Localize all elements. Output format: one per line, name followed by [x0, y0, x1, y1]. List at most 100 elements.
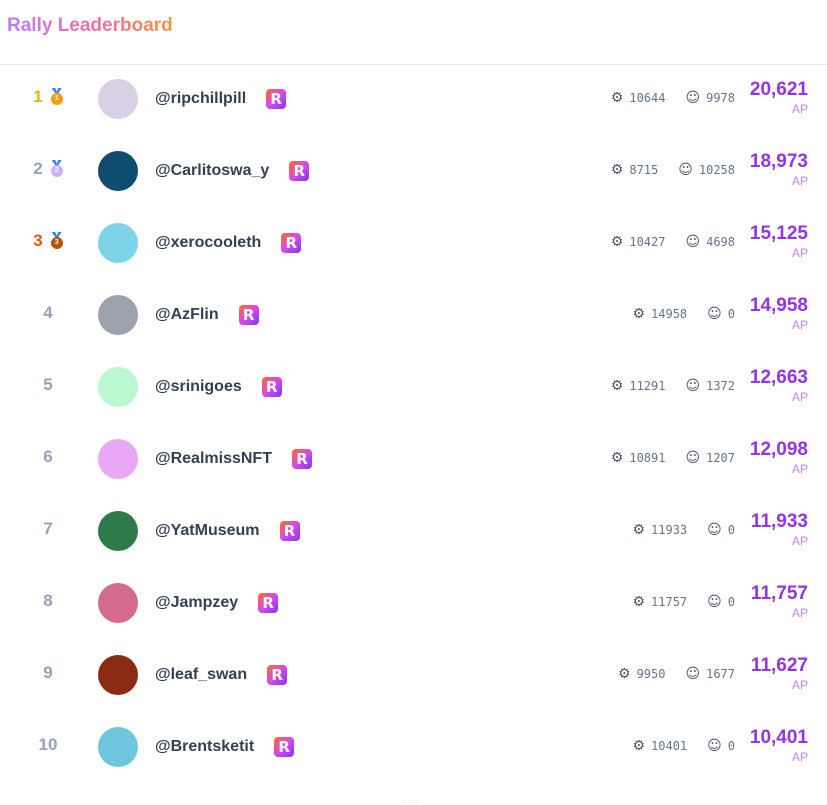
- stat-1: 11757: [651, 595, 688, 609]
- points-value: 12,663: [749, 367, 808, 388]
- points: 11,933 AP: [751, 511, 808, 549]
- user-handle[interactable]: @srinigoes R: [155, 377, 282, 397]
- user-handle[interactable]: @Carlitoswa_y R: [155, 161, 310, 181]
- avatar[interactable]: [98, 151, 138, 191]
- rank-number: 7: [43, 519, 53, 538]
- brain-icon: ⚙: [632, 594, 646, 610]
- brain-icon: ⚙: [632, 522, 646, 538]
- stat-1: 8715: [629, 163, 659, 177]
- rank: 1 1: [26, 87, 70, 107]
- avatar[interactable]: [98, 727, 138, 767]
- brain-icon: ⚙: [632, 306, 646, 322]
- leaderboard-row[interactable]: 9 @leaf_swan R ⚙ 9950 ☺ 1677 11,627 AP: [0, 639, 827, 711]
- points: 15,125 AP: [750, 223, 808, 261]
- medal-icon: 3: [50, 232, 63, 250]
- user-handle[interactable]: @YatMuseum R: [155, 521, 300, 541]
- user-stats: ⚙ 9950 ☺ 1677: [618, 666, 735, 682]
- points-value: 12,098: [749, 439, 808, 460]
- rank-number: 9: [43, 663, 53, 682]
- leaderboard-row[interactable]: 4 @AzFlin R ⚙ 14958 ☺ 0 14,958 AP: [0, 279, 827, 351]
- users-icon: ☺: [685, 666, 701, 682]
- user-stats: ⚙ 10891 ☺ 1207: [611, 450, 735, 466]
- users-icon: ☺: [707, 738, 722, 754]
- stat-2: 1677: [706, 667, 735, 681]
- stat-1: 10644: [629, 91, 666, 105]
- leaderboard-row[interactable]: 10 @Brentsketit R ⚙ 10401 ☺ 0 10,401 AP: [0, 711, 827, 783]
- users-icon: ☺: [685, 234, 701, 250]
- rank: 10: [26, 735, 70, 755]
- leaderboard-row[interactable]: 2 2 @Carlitoswa_y R ⚙ 8715 ☺ 10258 18,97…: [0, 135, 827, 207]
- points-unit: AP: [791, 102, 808, 116]
- points-unit: AP: [791, 318, 808, 332]
- leaderboard-row[interactable]: 7 @YatMuseum R ⚙ 11933 ☺ 0 11,933 AP: [0, 495, 827, 567]
- stat-1: 10891: [629, 451, 666, 465]
- user-handle[interactable]: @xerocooleth R: [155, 233, 302, 253]
- avatar[interactable]: [98, 439, 138, 479]
- user-stats: ⚙ 8715 ☺ 10258: [611, 162, 735, 178]
- points-value: 10,401: [749, 727, 808, 748]
- medal-icon: 1: [50, 88, 63, 106]
- user-handle[interactable]: @leaf_swan R: [155, 665, 288, 685]
- handle-text: @AzFlin: [155, 306, 219, 323]
- points: 20,621 AP: [750, 79, 808, 117]
- rank: 3 3: [26, 231, 70, 251]
- handle-text: @RealmissNFT: [155, 450, 272, 467]
- leaderboard-row[interactable]: 8 @Jampzey R ⚙ 11757 ☺ 0 11,757 AP: [0, 567, 827, 639]
- rank: 4: [26, 303, 70, 323]
- points-unit: AP: [791, 678, 808, 692]
- user-handle[interactable]: @Jampzey R: [155, 593, 279, 613]
- avatar[interactable]: [98, 511, 138, 551]
- points-unit: AP: [791, 534, 808, 548]
- rally-r-icon: R: [274, 737, 295, 757]
- stat-1: 11933: [651, 523, 688, 537]
- leaderboard-row[interactable]: 3 3 @xerocooleth R ⚙ 10427 ☺ 4698 15,125…: [0, 207, 827, 279]
- points: 10,401 AP: [750, 727, 808, 765]
- brain-icon: ⚙: [610, 378, 624, 394]
- rank-number: 8: [43, 591, 53, 610]
- rank-number: 3: [33, 231, 43, 250]
- rally-r-icon: R: [289, 161, 310, 181]
- user-stats: ⚙ 10401 ☺ 0: [632, 738, 735, 754]
- stat-1: 11291: [629, 379, 666, 393]
- avatar[interactable]: [98, 583, 138, 623]
- rank: 8: [26, 591, 70, 611]
- points-unit: AP: [791, 606, 808, 620]
- avatar[interactable]: [98, 367, 138, 407]
- points: 11,757 AP: [751, 583, 808, 621]
- points-unit: AP: [791, 390, 808, 404]
- users-icon: ☺: [678, 162, 693, 178]
- stat-1: 9950: [636, 667, 666, 681]
- rank: 2 2: [26, 159, 70, 179]
- medal-icon: 2: [50, 160, 63, 178]
- points: 18,973 AP: [750, 151, 808, 189]
- user-handle[interactable]: @ripchillpill R: [155, 89, 287, 109]
- points-value: 11,933: [750, 511, 808, 532]
- more-indicator[interactable]: ...: [403, 794, 421, 805]
- user-handle[interactable]: @Brentsketit R: [155, 737, 295, 757]
- brain-icon: ⚙: [632, 738, 646, 754]
- user-handle[interactable]: @RealmissNFT R: [155, 449, 312, 469]
- points-unit: AP: [791, 462, 808, 476]
- points: 12,098 AP: [750, 439, 808, 477]
- rally-r-icon: R: [279, 521, 300, 541]
- rally-r-icon: R: [261, 377, 282, 397]
- rank: 5: [26, 375, 70, 395]
- stat-2: 1207: [706, 451, 735, 465]
- handle-text: @Jampzey: [155, 594, 239, 611]
- avatar[interactable]: [98, 223, 138, 263]
- users-icon: ☺: [685, 378, 701, 394]
- points-value: 11,757: [750, 583, 808, 604]
- users-icon: ☺: [707, 522, 722, 538]
- leaderboard-row[interactable]: 6 @RealmissNFT R ⚙ 10891 ☺ 1207 12,098 A…: [0, 423, 827, 495]
- leaderboard-row[interactable]: 1 1 @ripchillpill R ⚙ 10644 ☺ 9978 20,62…: [0, 63, 827, 135]
- avatar[interactable]: [98, 295, 138, 335]
- handle-text: @Brentsketit: [155, 738, 255, 755]
- avatar[interactable]: [98, 79, 138, 119]
- user-stats: ⚙ 11291 ☺ 1372: [611, 378, 735, 394]
- avatar[interactable]: [98, 655, 138, 695]
- user-handle[interactable]: @AzFlin R: [155, 305, 259, 325]
- stat-1: 14958: [651, 307, 688, 321]
- leaderboard-row[interactable]: 5 @srinigoes R ⚙ 11291 ☺ 1372 12,663 AP: [0, 351, 827, 423]
- user-stats: ⚙ 10427 ☺ 4698: [611, 234, 735, 250]
- points-value: 15,125: [749, 223, 808, 244]
